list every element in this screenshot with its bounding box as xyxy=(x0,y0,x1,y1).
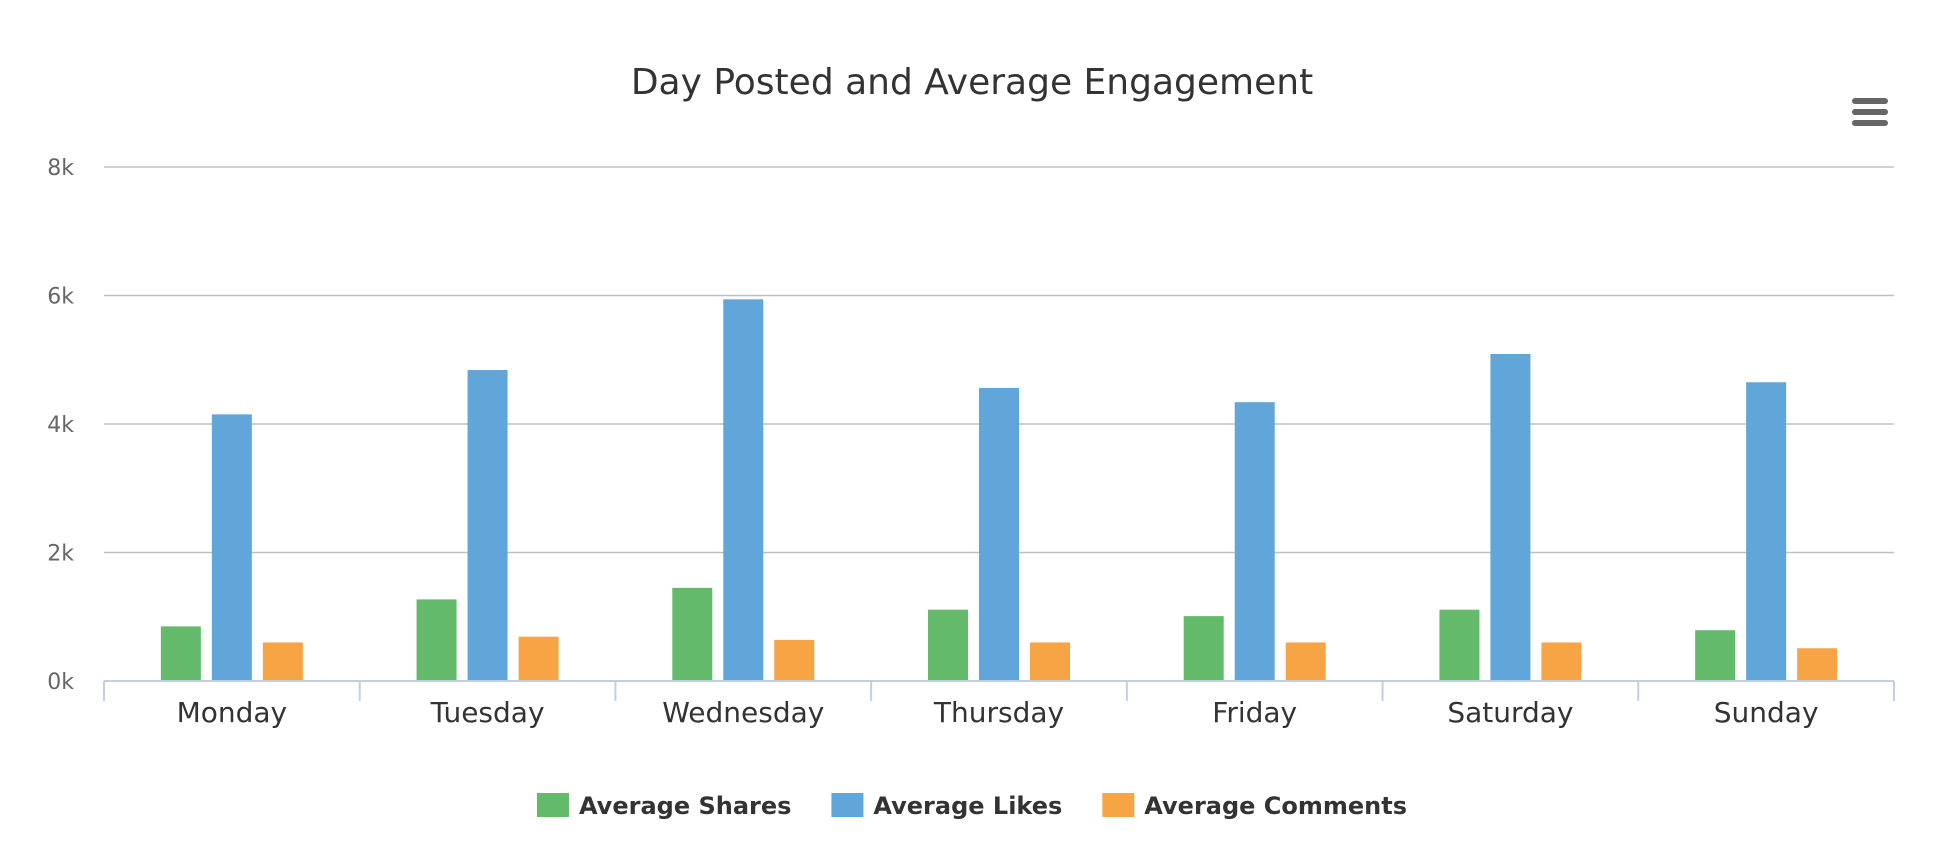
bar xyxy=(1234,402,1275,681)
bar xyxy=(262,642,303,681)
x-tick-label: Sunday xyxy=(1714,696,1819,729)
series-average-likes xyxy=(211,299,1787,681)
legend-swatch xyxy=(831,793,864,817)
bar xyxy=(1695,630,1736,681)
x-tick-label: Monday xyxy=(177,696,288,729)
bar xyxy=(1746,382,1787,681)
legend-swatch xyxy=(1102,793,1135,817)
bar xyxy=(774,639,815,681)
legend-label: Average Likes xyxy=(873,792,1062,820)
bar xyxy=(1183,616,1224,681)
x-tick-label: Friday xyxy=(1212,696,1297,729)
legend-label: Average Comments xyxy=(1144,792,1407,820)
series-average-shares xyxy=(160,587,1736,681)
chart-title: Day Posted and Average Engagement xyxy=(631,62,1313,103)
bar xyxy=(416,599,457,681)
bars xyxy=(160,299,1838,681)
bar xyxy=(928,609,968,681)
x-tick-label: Wednesday xyxy=(662,696,824,729)
hamburger-menu-icon xyxy=(1852,98,1888,126)
y-tick-label: 4k xyxy=(47,413,74,438)
x-tick-label: Tuesday xyxy=(430,696,545,729)
legend: Average Shares Average Likes Average Comme… xyxy=(536,792,1407,820)
bar xyxy=(1490,353,1531,681)
x-tick-label: Saturday xyxy=(1447,696,1573,729)
legend-label: Average Shares xyxy=(579,792,791,820)
bar xyxy=(1541,642,1582,681)
y-axis-labels: 0k 2k 4k 6k 8k xyxy=(47,156,74,695)
bar xyxy=(672,587,713,681)
bar xyxy=(723,299,764,681)
bar xyxy=(1439,609,1480,681)
y-tick-label: 6k xyxy=(47,285,74,310)
bar xyxy=(518,636,559,681)
bar xyxy=(211,414,252,681)
bar xyxy=(979,388,1019,681)
series-average-comments xyxy=(262,636,1838,681)
bar xyxy=(1285,642,1326,681)
legend-item[interactable]: Average Shares xyxy=(536,792,791,820)
y-tick-label: 0k xyxy=(47,670,74,695)
chart-menu-button[interactable] xyxy=(1840,88,1896,138)
x-axis: Monday Tuesday Wednesday Thursday Friday Satu… xyxy=(103,680,1895,729)
y-tick-label: 2k xyxy=(47,542,74,567)
legend-item[interactable]: Average Comments xyxy=(1102,792,1407,820)
bar xyxy=(467,370,508,681)
y-tick-label: 8k xyxy=(47,156,74,181)
legend-item[interactable]: Average Likes xyxy=(831,792,1062,820)
legend-swatch xyxy=(536,793,569,817)
x-tick-label: Thursday xyxy=(933,696,1064,729)
bar xyxy=(1030,642,1070,681)
bar xyxy=(1797,648,1838,681)
bar xyxy=(160,626,201,681)
